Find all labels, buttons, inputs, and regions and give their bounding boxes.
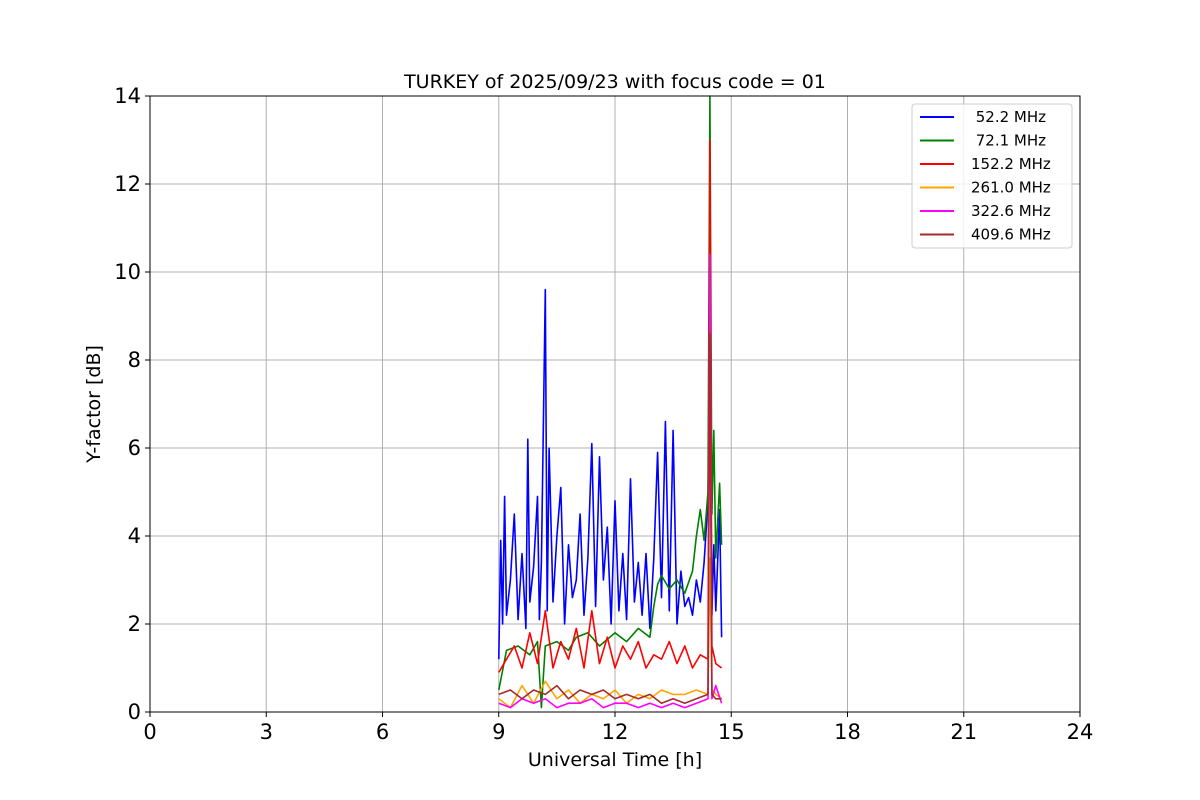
x-tick-label: 12	[602, 720, 629, 744]
series-line-1	[498, 288, 723, 660]
legend-label-5: 322.6 MHz	[971, 202, 1051, 220]
x-tick-label: 15	[718, 720, 745, 744]
x-tick-label: 0	[143, 720, 156, 744]
y-tick-label: 6	[128, 436, 141, 460]
y-axis-label: Y-factor [dB]	[83, 345, 105, 464]
legend-label-6: 409.6 MHz	[971, 226, 1051, 244]
series-line-6	[498, 332, 722, 705]
x-tick-label: 3	[260, 720, 273, 744]
legend-label-1: 52.2 MHz	[971, 108, 1046, 126]
legend-label-2: 72.1 MHz	[971, 132, 1046, 150]
y-tick-label: 14	[114, 84, 141, 108]
y-tick-label: 8	[128, 348, 141, 372]
x-tick-label: 6	[376, 720, 389, 744]
legend-label-3: 152.2 MHz	[971, 155, 1051, 173]
x-tick-label: 21	[950, 720, 977, 744]
x-axis-label: Universal Time [h]	[528, 749, 702, 771]
series-line-3	[498, 139, 723, 673]
chart-title: TURKEY of 2025/09/23 with focus code = 0…	[403, 71, 826, 93]
y-tick-label: 12	[114, 172, 141, 196]
y-tick-label: 0	[128, 700, 141, 724]
legend-label-4: 261.0 MHz	[971, 179, 1051, 197]
series-layer	[498, 95, 723, 709]
x-tick-label: 24	[1067, 720, 1094, 744]
legend: 52.2 MHz 72.1 MHz 152.2 MHz 261.0 MHz 322.6…	[911, 103, 1073, 249]
y-tick-label: 4	[128, 524, 141, 548]
y-tick-label: 10	[114, 260, 141, 284]
x-tick-label: 9	[492, 720, 505, 744]
x-tick-label: 18	[834, 720, 861, 744]
y-tick-label: 2	[128, 612, 141, 636]
